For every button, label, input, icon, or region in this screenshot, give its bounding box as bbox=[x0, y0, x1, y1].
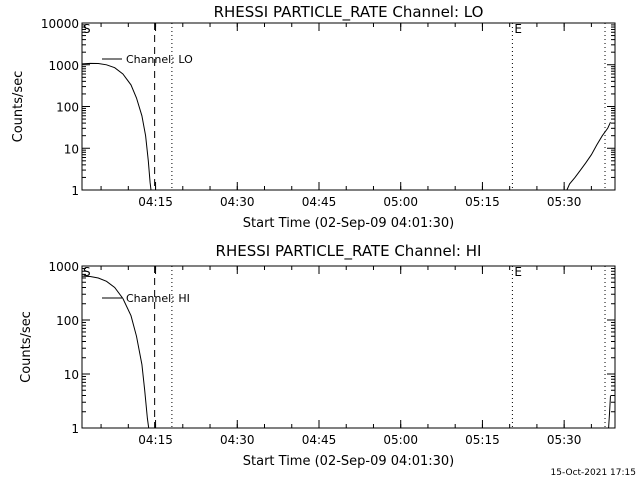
x-tick-label: 05:15 bbox=[465, 195, 500, 209]
y-tick-label: 10000 bbox=[41, 17, 79, 31]
plot-frame bbox=[81, 22, 616, 191]
y-tick-label: 1000 bbox=[48, 260, 79, 274]
chart-title: RHESSI PARTICLE_RATE Channel: LO bbox=[214, 3, 484, 22]
y-tick-label: 100 bbox=[56, 101, 79, 115]
y-tick-label: 100 bbox=[56, 314, 79, 328]
end-marker: E bbox=[514, 265, 522, 279]
chart-panel-0 bbox=[81, 22, 616, 191]
y-tick-label: 10 bbox=[64, 368, 79, 382]
chart-panel-1 bbox=[81, 265, 616, 429]
y-tick-label: 1000 bbox=[48, 59, 79, 73]
end-marker: E bbox=[514, 22, 522, 36]
start-marker: S bbox=[83, 22, 91, 36]
x-tick-label: 05:30 bbox=[547, 433, 582, 447]
x-tick-label: 04:45 bbox=[302, 433, 337, 447]
x-axis-label: Start Time (02-Sep-09 04:01:30) bbox=[243, 216, 454, 231]
y-tick-label: 10 bbox=[64, 142, 79, 156]
plot-frame bbox=[81, 265, 616, 429]
x-tick-label: 04:15 bbox=[138, 195, 173, 209]
series-line bbox=[81, 275, 150, 429]
series-line bbox=[566, 121, 611, 191]
y-axis-label: Counts/sec bbox=[11, 71, 26, 143]
y-tick-label: 1 bbox=[71, 422, 79, 436]
x-tick-label: 05:15 bbox=[465, 433, 500, 447]
y-axis-label: Counts/sec bbox=[19, 311, 34, 383]
x-tick-label: 05:00 bbox=[383, 195, 418, 209]
x-axis-label: Start Time (02-Sep-09 04:01:30) bbox=[243, 454, 454, 469]
x-tick-label: 04:45 bbox=[302, 195, 337, 209]
legend-label: Channel: HI bbox=[126, 292, 190, 305]
legend-label: Channel: LO bbox=[126, 53, 193, 66]
x-tick-label: 04:15 bbox=[138, 433, 173, 447]
x-tick-label: 04:30 bbox=[220, 195, 255, 209]
chart-title: RHESSI PARTICLE_RATE Channel: HI bbox=[216, 242, 482, 261]
series-line bbox=[608, 395, 611, 429]
footer-timestamp: 15-Oct-2021 17:15 bbox=[551, 468, 636, 478]
x-tick-label: 04:30 bbox=[220, 433, 255, 447]
series-line bbox=[81, 62, 152, 191]
start-marker: S bbox=[83, 265, 91, 279]
y-tick-label: 1 bbox=[71, 184, 79, 198]
x-tick-label: 05:30 bbox=[547, 195, 582, 209]
x-tick-label: 05:00 bbox=[383, 433, 418, 447]
